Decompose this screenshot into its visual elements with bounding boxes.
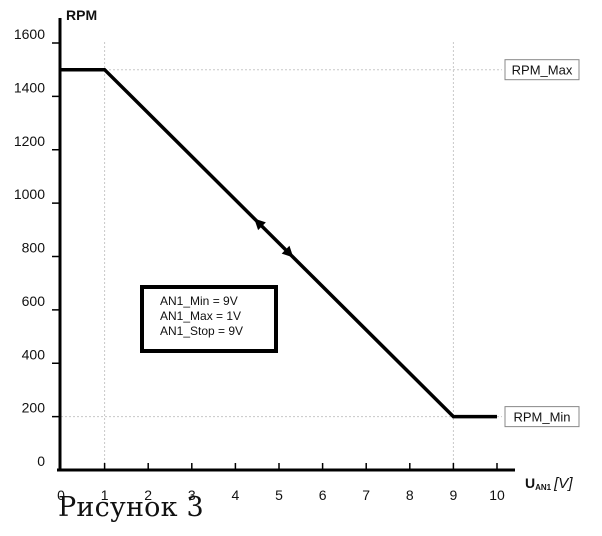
x-tick-label: 2 bbox=[144, 487, 152, 503]
x-tick-label: 8 bbox=[406, 487, 414, 503]
ref-label-box bbox=[504, 59, 580, 81]
y-tick-label: 400 bbox=[22, 346, 46, 362]
annotation-line-1: AN1_Min = 9V bbox=[160, 294, 238, 308]
y-tick-label: 600 bbox=[22, 293, 46, 309]
ref-label-box bbox=[504, 406, 580, 428]
x-axis-label-unit: [V] bbox=[553, 475, 573, 492]
x-tick-label: 5 bbox=[275, 487, 283, 503]
y-tick-label: 800 bbox=[22, 240, 46, 256]
figure-caption: Рисунок 3 bbox=[58, 492, 204, 523]
series bbox=[61, 67, 497, 419]
x-ticks: 0 1 2 3 4 5 6 7 8 9 10 bbox=[57, 463, 505, 503]
x-tick-label: 3 bbox=[188, 487, 196, 503]
y-tick-label: 200 bbox=[22, 400, 46, 416]
arrow-up-icon bbox=[254, 218, 266, 231]
arrow-down-icon bbox=[281, 245, 294, 258]
series-line-0 bbox=[61, 67, 497, 419]
x-axis-label: UAN1 [V] bbox=[525, 475, 573, 492]
annotation-frame bbox=[140, 285, 278, 353]
y-tick-label: 0 bbox=[37, 453, 45, 469]
x-tick-label: 0 bbox=[57, 487, 65, 503]
reference-labels: RPM_Max RPM_Min bbox=[504, 59, 580, 428]
annotation-line-2: AN1_Max = 1V bbox=[160, 309, 241, 323]
y-tick-label: 1400 bbox=[14, 79, 45, 95]
annotation-box: AN1_Min = 9V AN1_Max = 1V AN1_Stop = 9V bbox=[140, 285, 278, 353]
y-tick-label: 1000 bbox=[14, 186, 45, 202]
annotation-line-3: AN1_Stop = 9V bbox=[160, 324, 243, 338]
y-tick-label: 1600 bbox=[14, 26, 45, 42]
y-tick-label: 1200 bbox=[14, 133, 45, 149]
x-tick-label: 4 bbox=[232, 487, 240, 503]
x-tick-label: 1 bbox=[101, 487, 109, 503]
x-axis-label-main: U bbox=[525, 475, 535, 491]
reference-guides bbox=[61, 42, 502, 470]
y-axis-label: RPM bbox=[66, 7, 97, 23]
x-tick-label: 10 bbox=[489, 487, 505, 503]
x-tick-label: 9 bbox=[450, 487, 458, 503]
x-tick-label: 6 bbox=[319, 487, 327, 503]
ref-label-text: RPM_Max bbox=[512, 63, 573, 78]
x-axis-label-sub: AN1 bbox=[535, 483, 552, 492]
x-tick-label: 7 bbox=[362, 487, 370, 503]
axes bbox=[57, 18, 515, 472]
ref-label-text: RPM_Min bbox=[513, 410, 570, 425]
y-ticks: 0 200 400 600 800 1000 1200 1400 1600 bbox=[14, 26, 60, 469]
